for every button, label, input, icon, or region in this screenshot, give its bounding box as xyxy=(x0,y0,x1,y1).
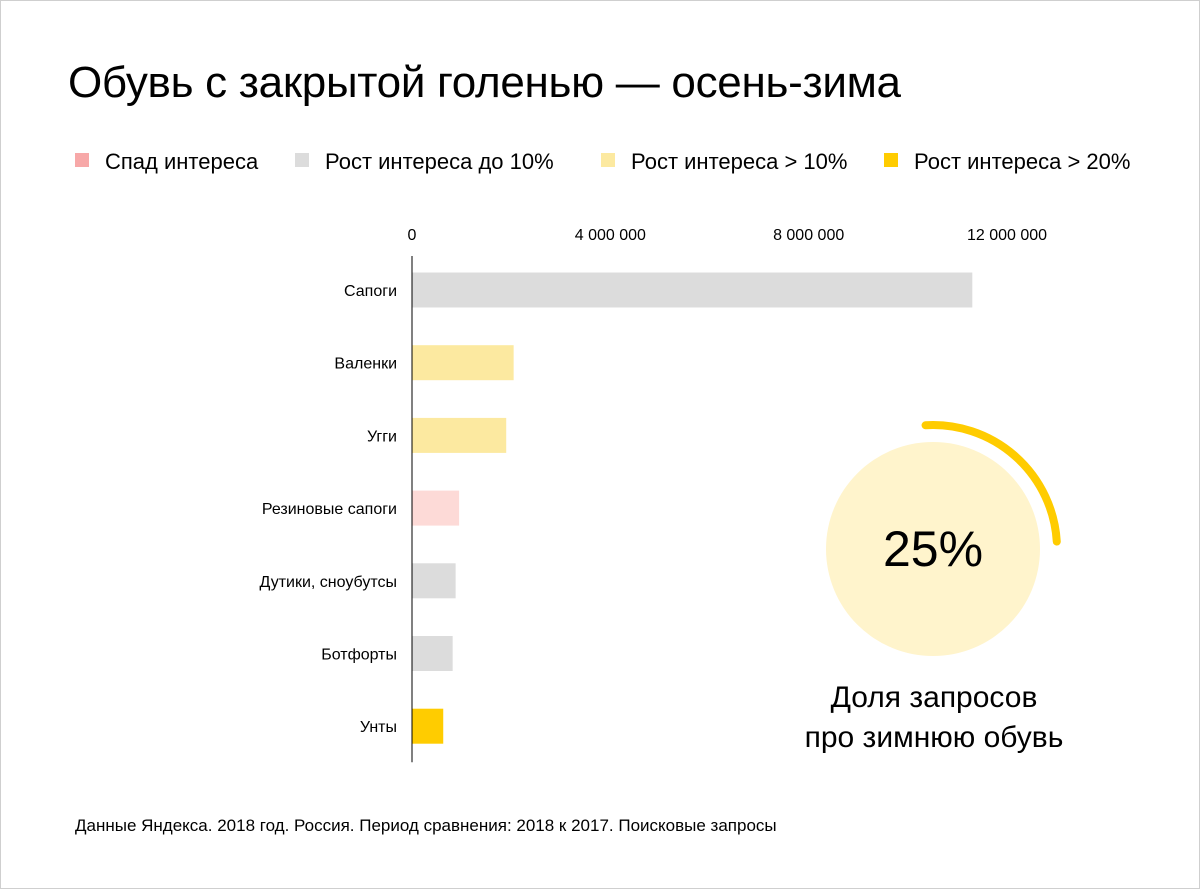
legend-swatch-growth-over-20 xyxy=(884,153,898,167)
bar xyxy=(412,417,507,453)
category-label: Унты xyxy=(360,719,397,736)
legend-swatch-growth-under-10 xyxy=(295,153,309,167)
share-donut-arc xyxy=(921,421,1061,546)
category-label: Валенки xyxy=(334,356,397,373)
bar xyxy=(412,345,514,381)
x-tick-label: 4 000 000 xyxy=(575,227,646,244)
x-tick-label: 0 xyxy=(408,227,417,244)
x-tick-label: 12 000 000 xyxy=(967,227,1047,244)
category-label: Ботфорты xyxy=(321,647,397,664)
category-label: Резиновые сапоги xyxy=(262,501,397,518)
share-donut: 25% xyxy=(820,415,1070,665)
footnote: Данные Яндекса. 2018 год. Россия. Период… xyxy=(75,816,777,835)
legend-label-growth-over-10: Рост интереса > 10% xyxy=(631,149,848,174)
share-donut-graphic xyxy=(826,421,1061,656)
legend-swatch-growth-over-10 xyxy=(601,153,615,167)
share-donut-fill xyxy=(826,442,1040,656)
share-value: 25% xyxy=(882,521,984,577)
category-label: Дутики, сноубутсы xyxy=(260,574,397,591)
bar xyxy=(412,490,460,526)
bar xyxy=(412,708,444,744)
category-label: Угги xyxy=(367,428,397,445)
bar xyxy=(412,272,973,308)
legend: Спад интереса Рост интереса до 10% Рост … xyxy=(0,148,1200,178)
bar xyxy=(412,563,456,599)
x-tick-label: 8 000 000 xyxy=(773,227,844,244)
chart-title: Обувь с закрытой голенью — осень-зима xyxy=(68,58,901,107)
legend-label-growth-under-10: Рост интереса до 10% xyxy=(325,149,554,174)
legend-label-growth-over-20: Рост интереса > 20% xyxy=(914,149,1131,174)
legend-label-decline: Спад интереса xyxy=(105,149,259,174)
bar xyxy=(412,636,453,671)
share-caption-line1: Доля запросов xyxy=(830,681,1038,714)
category-label: Сапоги xyxy=(344,283,397,300)
share-caption: Доля запросов про зимнюю обувь xyxy=(760,678,1108,758)
share-caption-line2: про зимнюю обувь xyxy=(804,721,1064,754)
legend-swatch-decline xyxy=(75,153,89,167)
